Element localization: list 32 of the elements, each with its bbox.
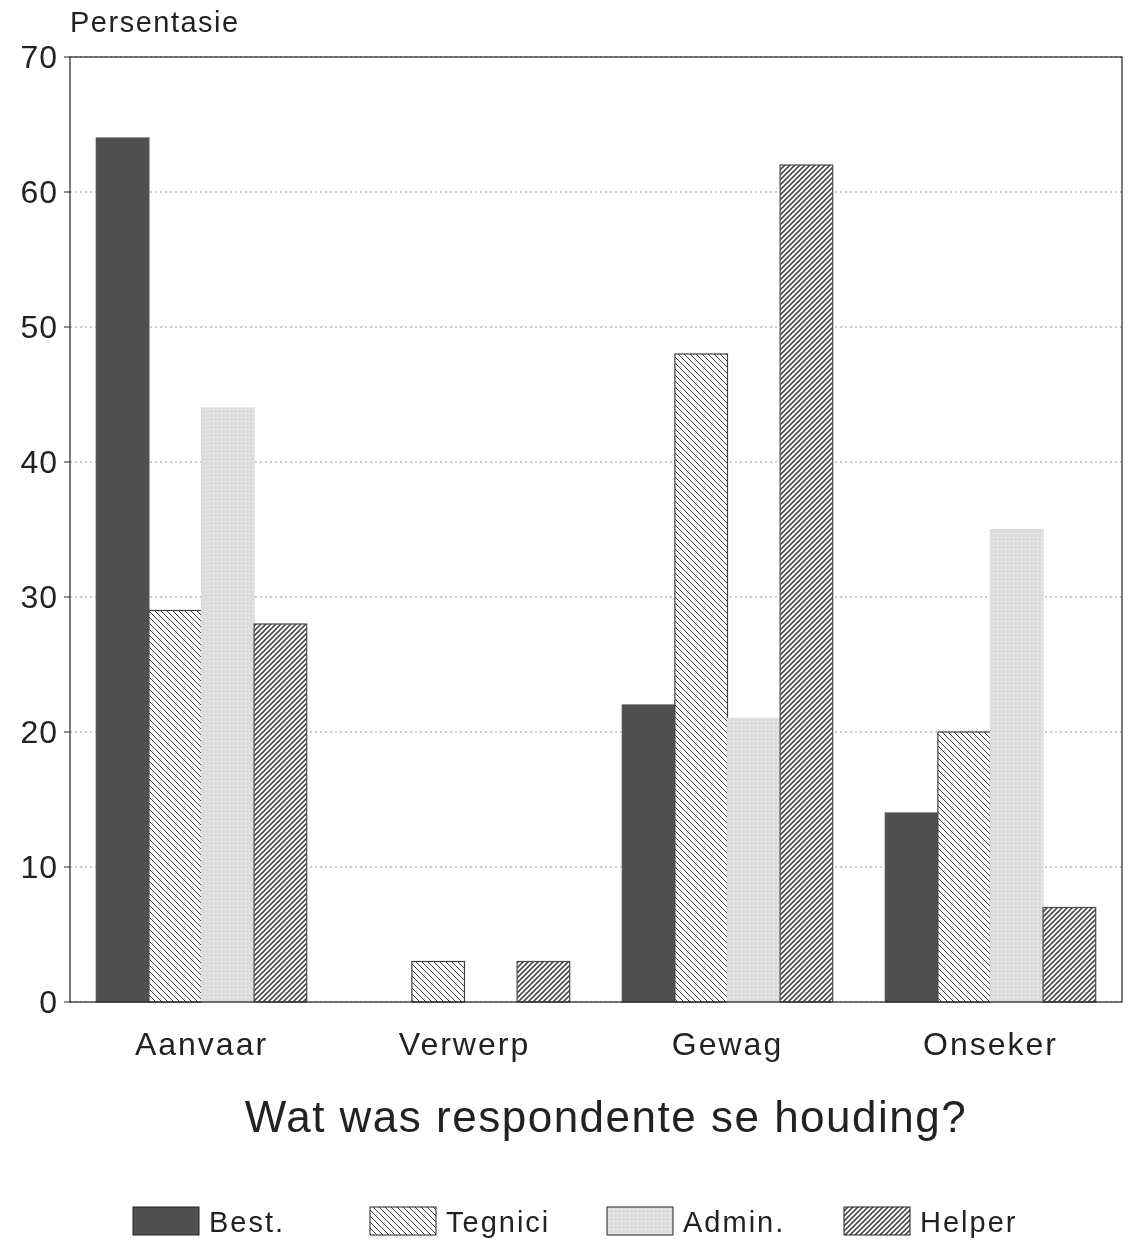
bar <box>516 960 571 1003</box>
legend-label: Helper <box>920 1206 1018 1239</box>
bar <box>989 528 1044 1003</box>
y-tick-label: 0 <box>39 984 58 1021</box>
bar <box>726 717 781 1003</box>
y-tick-label: 10 <box>20 849 58 886</box>
bar <box>411 960 466 1003</box>
x-tick-label: Onseker <box>923 1026 1058 1062</box>
legend-label: Best. <box>209 1206 286 1239</box>
bar <box>674 353 729 1003</box>
x-tick-label: Gewag <box>671 1026 784 1062</box>
y-tick-label: 60 <box>20 174 58 211</box>
bar <box>95 137 150 1003</box>
bar <box>779 164 834 1003</box>
y-axis-title: Persentasie <box>70 6 240 38</box>
x-tick-label: Aanvaar <box>134 1026 269 1062</box>
y-tick-label: 70 <box>20 39 58 76</box>
bar <box>937 731 992 1003</box>
bar <box>1042 906 1097 1003</box>
bar <box>884 812 939 1003</box>
y-tick-label: 40 <box>20 444 58 481</box>
bar <box>621 704 676 1003</box>
y-tick-label: 30 <box>20 579 58 616</box>
bar <box>253 623 308 1003</box>
x-tick-label: Verwerp <box>398 1026 531 1062</box>
bar <box>148 609 203 1003</box>
bar <box>200 407 255 1003</box>
y-tick-label: 50 <box>20 309 58 346</box>
x-axis-title: Wat was respondente se houding? <box>244 1092 968 1141</box>
y-tick-label: 20 <box>20 714 58 751</box>
legend-label: Tegnici <box>446 1206 551 1239</box>
legend-label: Admin. <box>683 1206 786 1239</box>
